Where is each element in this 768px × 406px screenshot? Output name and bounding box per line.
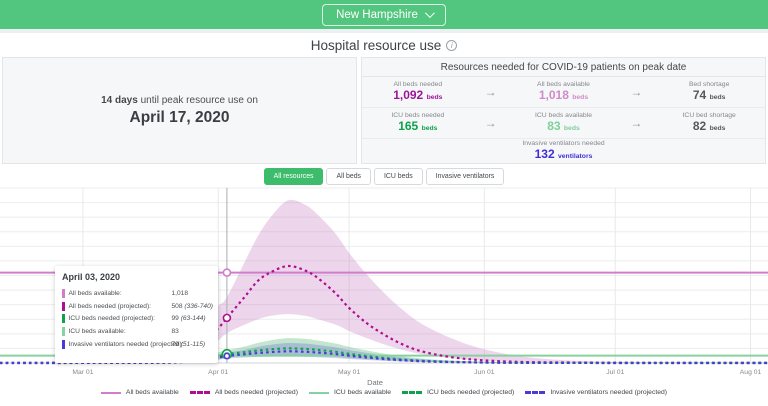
- stat-icu-beds-needed: ICU beds needed 165 beds: [362, 111, 474, 135]
- peak-days: 14 days: [101, 95, 138, 106]
- page-title: Hospital resource use: [311, 38, 442, 53]
- legend-ventilators-needed: Invasive ventilators needed (projected): [525, 389, 667, 396]
- x-tick-label: Jun 01: [474, 369, 495, 376]
- legend-icu-beds-needed: ICU beds needed (projected): [402, 389, 514, 396]
- resources-row-ventilators: Invasive ventilators needed 132 ventilat…: [362, 139, 765, 163]
- tab-invasive-ventilators[interactable]: Invasive ventilators: [426, 168, 505, 185]
- region-selector-label: New Hampshire: [336, 9, 418, 21]
- peak-rest: until peak resource use on: [138, 95, 258, 106]
- x-tick-label: Jul 01: [606, 369, 624, 376]
- tab-icu-beds[interactable]: ICU beds: [374, 168, 423, 185]
- page: New Hampshire Hospital resource use i 14…: [0, 0, 768, 406]
- region-selector-button[interactable]: New Hampshire: [322, 4, 446, 26]
- legend-line-swatch: [101, 392, 121, 394]
- resource-tabs: All resources All beds ICU beds Invasive…: [0, 168, 768, 185]
- all-beds-needed-projected-band: [157, 200, 768, 363]
- legend-dashed-swatch: [190, 391, 210, 394]
- top-green-bar: New Hampshire: [0, 0, 768, 29]
- stat-all-beds-available: All beds available 1,018 beds: [508, 80, 620, 104]
- stat-ventilators-needed: Invasive ventilators needed 132 ventilat…: [522, 139, 604, 163]
- tooltip-row: All beds available: 1,018: [62, 287, 211, 300]
- divider-strip: [0, 29, 768, 33]
- tab-all-beds[interactable]: All beds: [326, 168, 371, 185]
- x-tick-label: May 01: [338, 369, 361, 376]
- series-color-bar: [62, 302, 65, 311]
- arrow-right-icon: →: [619, 116, 653, 130]
- legend-all-beds-available: All beds available: [101, 389, 179, 396]
- legend-icu-beds-available: ICU beds available: [309, 389, 391, 396]
- tooltip-row: All beds needed (projected): 508 (336-74…: [62, 300, 211, 313]
- resources-row-icu-beds: ICU beds needed 165 beds → ICU beds avai…: [362, 108, 765, 139]
- legend-dashed-swatch: [402, 391, 422, 394]
- tooltip-row: Invasive ventilators needed (projected):…: [62, 338, 211, 351]
- peak-countdown-text: 14 days until peak resource use on: [101, 95, 258, 106]
- arrow-right-icon: →: [474, 116, 508, 130]
- chart-tooltip: April 03, 2020 All beds available: 1,018…: [55, 266, 218, 363]
- stat-all-beds-needed: All beds needed 1,092 beds: [362, 80, 474, 104]
- resources-panel-title: Resources needed for COVID-19 patients o…: [362, 58, 765, 77]
- series-color-bar: [62, 289, 65, 298]
- page-title-row: Hospital resource use i: [0, 36, 768, 54]
- tooltip-row: ICU beds available: 83: [62, 325, 211, 338]
- info-icon[interactable]: i: [446, 40, 457, 51]
- peak-date: April 17, 2020: [130, 109, 230, 127]
- tooltip-row: ICU beds needed (projected): 99 (63-144): [62, 313, 211, 326]
- arrow-right-icon: →: [619, 85, 653, 99]
- x-tick-label: Apr 01: [208, 369, 228, 376]
- resources-row-all-beds: All beds needed 1,092 beds → All beds av…: [362, 77, 765, 108]
- x-axis-title: Date: [367, 378, 383, 386]
- tooltip-date: April 03, 2020: [62, 272, 211, 282]
- series-color-bar: [62, 314, 65, 323]
- chart-legend: All beds available All beds needed (proj…: [0, 389, 768, 396]
- stat-icu-beds-available: ICU beds available 83 beds: [508, 111, 620, 135]
- tab-all-resources[interactable]: All resources: [264, 168, 324, 185]
- stat-icu-bed-shortage: ICU bed shortage 82 beds: [653, 111, 765, 135]
- hover-marker: [224, 353, 229, 358]
- series-color-bar: [62, 340, 65, 349]
- legend-all-beds-needed: All beds needed (projected): [190, 389, 298, 396]
- x-tick-label: Mar 01: [72, 369, 93, 376]
- arrow-right-icon: →: [474, 85, 508, 99]
- x-tick-label: Aug 01: [740, 369, 762, 376]
- legend-dashed-swatch: [525, 391, 545, 394]
- series-color-bar: [62, 327, 65, 336]
- stat-bed-shortage: Bed shortage 74 beds: [653, 80, 765, 104]
- resources-needed-panel: Resources needed for COVID-19 patients o…: [361, 57, 766, 164]
- legend-line-swatch: [309, 392, 329, 394]
- hover-marker: [223, 314, 230, 321]
- peak-countdown-panel: 14 days until peak resource use on April…: [2, 57, 357, 164]
- chevron-down-icon: [425, 8, 435, 18]
- hover-marker: [223, 269, 230, 276]
